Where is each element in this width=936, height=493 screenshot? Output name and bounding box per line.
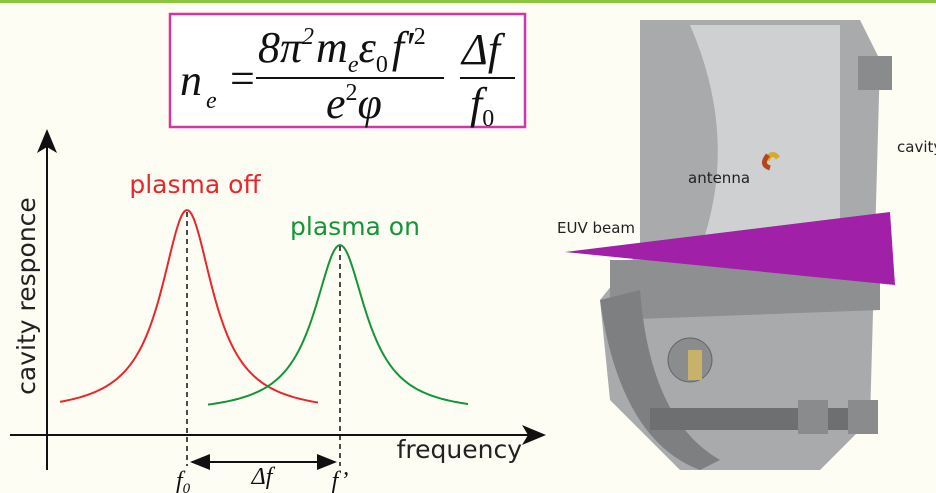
beam-label: EUV beam: [557, 219, 635, 237]
nut-1: [798, 400, 828, 434]
curve-plasma-off: [59, 209, 319, 404]
formula-den: e2φ: [326, 79, 382, 128]
num-f: f′: [392, 23, 415, 72]
nut-2: [848, 400, 878, 434]
top-rule: [0, 0, 936, 3]
connector-pin: [688, 350, 702, 380]
f0-f: f: [176, 468, 186, 493]
cavity-edge: [600, 290, 720, 470]
num-m-sub: e: [348, 52, 359, 78]
plasma-off-label: plasma off: [129, 170, 261, 199]
formula-num: 8π2meε0f′2: [258, 23, 426, 78]
num-pow: 2: [302, 24, 314, 50]
euv-beam: [565, 212, 895, 285]
num-f-pow: 2: [414, 24, 426, 50]
cavity-label: cavity: [897, 138, 936, 156]
num-m: m: [316, 23, 348, 72]
formula-eq: =: [230, 54, 255, 103]
antenna-label: antenna: [688, 169, 750, 187]
den-phi: φ: [358, 79, 382, 128]
antenna-base: [762, 153, 771, 171]
ratio-num: Δf: [460, 25, 506, 74]
bolt-top: [858, 56, 892, 90]
formula-lhs-sub: e: [206, 88, 217, 114]
num-eps: ε: [358, 23, 376, 72]
plasma-on-label: plasma on: [290, 212, 420, 241]
formula-lhs: n: [180, 56, 202, 105]
delta-label: Δf: [251, 464, 276, 490]
fprime-label: f’: [332, 468, 349, 493]
num-eps-sub: 0: [376, 52, 388, 78]
num-coef: 8π: [258, 23, 304, 72]
cavity-interior: [690, 25, 840, 250]
f0-label: f0: [176, 468, 191, 493]
formula-box: [168, 12, 527, 129]
y-label: cavity responce: [12, 197, 41, 395]
formula: n e = 8π2meε0f′2 e2φ Δf f0: [180, 23, 515, 132]
curve-plasma-on: [207, 243, 469, 406]
cavity-device: [565, 20, 895, 470]
den-e-pow: 2: [346, 80, 358, 106]
den-e: e: [326, 79, 346, 128]
ratio-den-sub: 0: [482, 106, 494, 132]
x-label: frequency: [397, 435, 523, 464]
f0-sub: 0: [183, 481, 191, 493]
